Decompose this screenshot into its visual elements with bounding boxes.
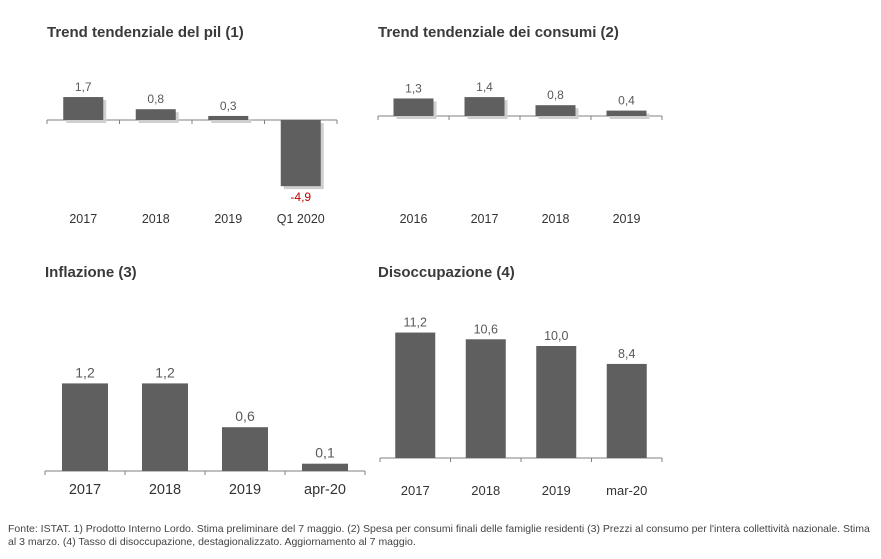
- data-label: -4,9: [290, 190, 311, 204]
- bar-2018: [142, 383, 188, 471]
- data-label: 1,7: [75, 80, 92, 94]
- category-label: mar-20: [606, 483, 647, 498]
- category-label: 2017: [69, 482, 101, 498]
- category-label: 2018: [471, 483, 500, 498]
- bar-2019: [208, 115, 249, 120]
- category-label: 2018: [142, 212, 170, 226]
- bar-2016: [393, 98, 434, 116]
- gdp-chart-panel: Trend tendenziale del pil (1) 1,7 2017 0,8…: [46, 24, 338, 234]
- category-label: 2017: [471, 212, 499, 226]
- unemployment-chart-panel: Disoccupazione (4) 11,2 2017 10,6 2018 10,0 2…: [378, 264, 668, 504]
- consumption-chart-panel: Trend tendenziale dei consumi (2) 1,3 201…: [377, 24, 668, 234]
- unemployment-chart: 11,2 2017 10,6 2018 10,0 2019 8,4 mar-20: [379, 316, 663, 498]
- consumption-chart: 1,3 2016 1,4 2017 0,8 2018 0,4 2019: [377, 80, 663, 226]
- bar-shadow: [609, 113, 650, 119]
- data-label: 1,4: [476, 80, 493, 94]
- data-label: 0,1: [315, 445, 335, 461]
- data-label: 8,4: [618, 347, 635, 361]
- bar-apr-20: [302, 463, 348, 471]
- data-label: 10,6: [474, 322, 498, 336]
- bar-2017: [62, 383, 108, 471]
- unemployment-chart-title: Disoccupazione (4): [378, 264, 515, 281]
- category-label: 2017: [401, 483, 430, 498]
- gdp-chart: 1,7 2017 0,8 2018 0,3 2019 -4,9 Q1 2020: [46, 80, 338, 226]
- data-label: 1,2: [155, 364, 175, 380]
- category-label: 2019: [542, 483, 571, 498]
- data-label: 1,2: [75, 364, 95, 380]
- category-label: 2017: [69, 212, 97, 226]
- inflation-chart: 1,2 2017 1,2 2018 0,6 2019 0,1 apr-20: [44, 364, 366, 498]
- bar-2019: [222, 427, 268, 471]
- category-label: 2019: [214, 212, 242, 226]
- category-label: 2016: [400, 212, 428, 226]
- bar-2017: [464, 97, 505, 116]
- data-label: 11,2: [404, 316, 427, 330]
- bar-2018: [535, 105, 576, 116]
- category-label: 2018: [149, 482, 181, 498]
- data-label: 0,8: [547, 88, 564, 102]
- category-label: 2019: [613, 212, 641, 226]
- bar-2017: [63, 97, 104, 120]
- bar-2019: [536, 346, 577, 458]
- category-label: 2019: [229, 482, 261, 498]
- bar-2017: [395, 332, 436, 458]
- data-label: 10,0: [544, 329, 568, 343]
- data-label: 0,8: [147, 92, 164, 106]
- data-label: 0,6: [235, 408, 255, 424]
- data-label: 0,3: [220, 99, 237, 113]
- data-label: 1,3: [405, 81, 422, 95]
- category-label: 2018: [542, 212, 570, 226]
- category-label: apr-20: [304, 482, 346, 498]
- gdp-chart-title: Trend tendenziale del pil (1): [47, 24, 244, 41]
- bar-2018: [135, 109, 176, 120]
- inflation-chart-title: Inflazione (3): [45, 264, 137, 281]
- consumption-chart-title: Trend tendenziale dei consumi (2): [378, 24, 619, 41]
- bar-2018: [465, 339, 506, 458]
- bar-q1-2020: [280, 120, 321, 187]
- category-label: Q1 2020: [277, 212, 325, 226]
- bar-shadow: [211, 118, 252, 123]
- data-label: 0,4: [618, 94, 635, 108]
- source-footnote: Fonte: ISTAT. 1) Prodotto Interno Lordo.…: [8, 523, 870, 548]
- inflation-chart-panel: Inflazione (3) 1,2 2017 1,2 2018 0,6 2019 0,1 a…: [44, 264, 366, 504]
- bar-mar-20: [606, 363, 647, 458]
- bar-2019: [606, 110, 647, 116]
